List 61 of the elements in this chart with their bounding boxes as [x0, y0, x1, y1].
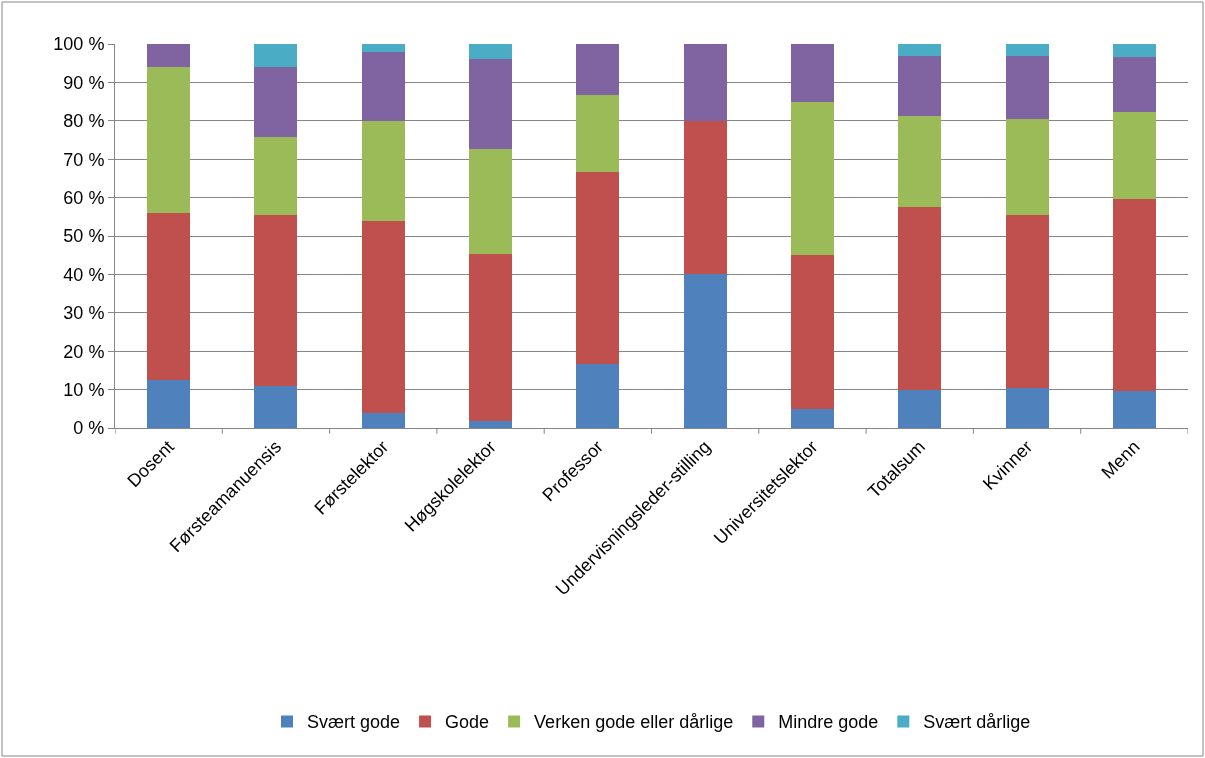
bar: [576, 44, 620, 96]
bar: [1005, 44, 1049, 56]
y-tick-label: 10 %: [63, 379, 105, 400]
bar: [361, 51, 405, 121]
y-tick-label: 20 %: [63, 341, 105, 362]
y-tick-label: 60 %: [63, 187, 105, 208]
y-tick-label: 80 %: [63, 111, 105, 132]
bar: [898, 389, 942, 428]
bar: [1112, 390, 1156, 428]
bar: [254, 67, 298, 138]
bar: [790, 255, 834, 409]
bar: [1005, 214, 1049, 388]
bar: [790, 44, 834, 102]
bar: [1112, 56, 1156, 112]
bar: [576, 95, 620, 172]
bar: [898, 116, 942, 208]
bar: [1112, 111, 1156, 199]
bar: [469, 59, 513, 150]
bar: [254, 44, 298, 68]
bar: [1005, 387, 1049, 428]
y-tick-label: 40 %: [63, 264, 105, 285]
legend-label: Gode: [445, 712, 490, 733]
legend-label: Svært gode: [307, 712, 401, 733]
bar: [1005, 55, 1049, 119]
bar: [147, 212, 191, 380]
legend-label: Verken gode eller dårlige: [534, 712, 734, 733]
bar: [361, 220, 405, 413]
y-tick-label: 50 %: [63, 226, 105, 247]
y-tick-label: 30 %: [63, 303, 105, 324]
bar: [1005, 118, 1049, 215]
bar: [898, 55, 942, 117]
bar: [147, 380, 191, 428]
bar: [898, 207, 942, 390]
legend-label: Mindre gode: [778, 712, 879, 733]
bar: [683, 44, 727, 121]
y-tick-label: 70 %: [63, 149, 105, 170]
bar: [576, 363, 620, 428]
bar: [361, 44, 405, 52]
bar: [147, 44, 191, 68]
bar: [790, 408, 834, 428]
bar: [361, 120, 405, 221]
bar: [683, 274, 727, 428]
bar: [147, 67, 191, 213]
bar: [469, 44, 513, 60]
bar: [361, 412, 405, 428]
bar: [683, 120, 727, 275]
bar: [254, 137, 298, 215]
y-tick-label: 100 %: [53, 34, 105, 55]
legend-label: Svært dårlige: [923, 712, 1031, 733]
y-tick-label: 0 %: [73, 418, 105, 439]
bar: [576, 171, 620, 364]
bar: [254, 214, 298, 386]
bar: [898, 44, 942, 56]
bar: [469, 254, 513, 422]
bar: [469, 149, 513, 255]
bar: [1112, 44, 1156, 57]
y-tick-label: 90 %: [63, 72, 105, 93]
bar: [1112, 198, 1156, 391]
bar: [790, 101, 834, 256]
bar: [254, 385, 298, 428]
bar: [469, 421, 513, 428]
